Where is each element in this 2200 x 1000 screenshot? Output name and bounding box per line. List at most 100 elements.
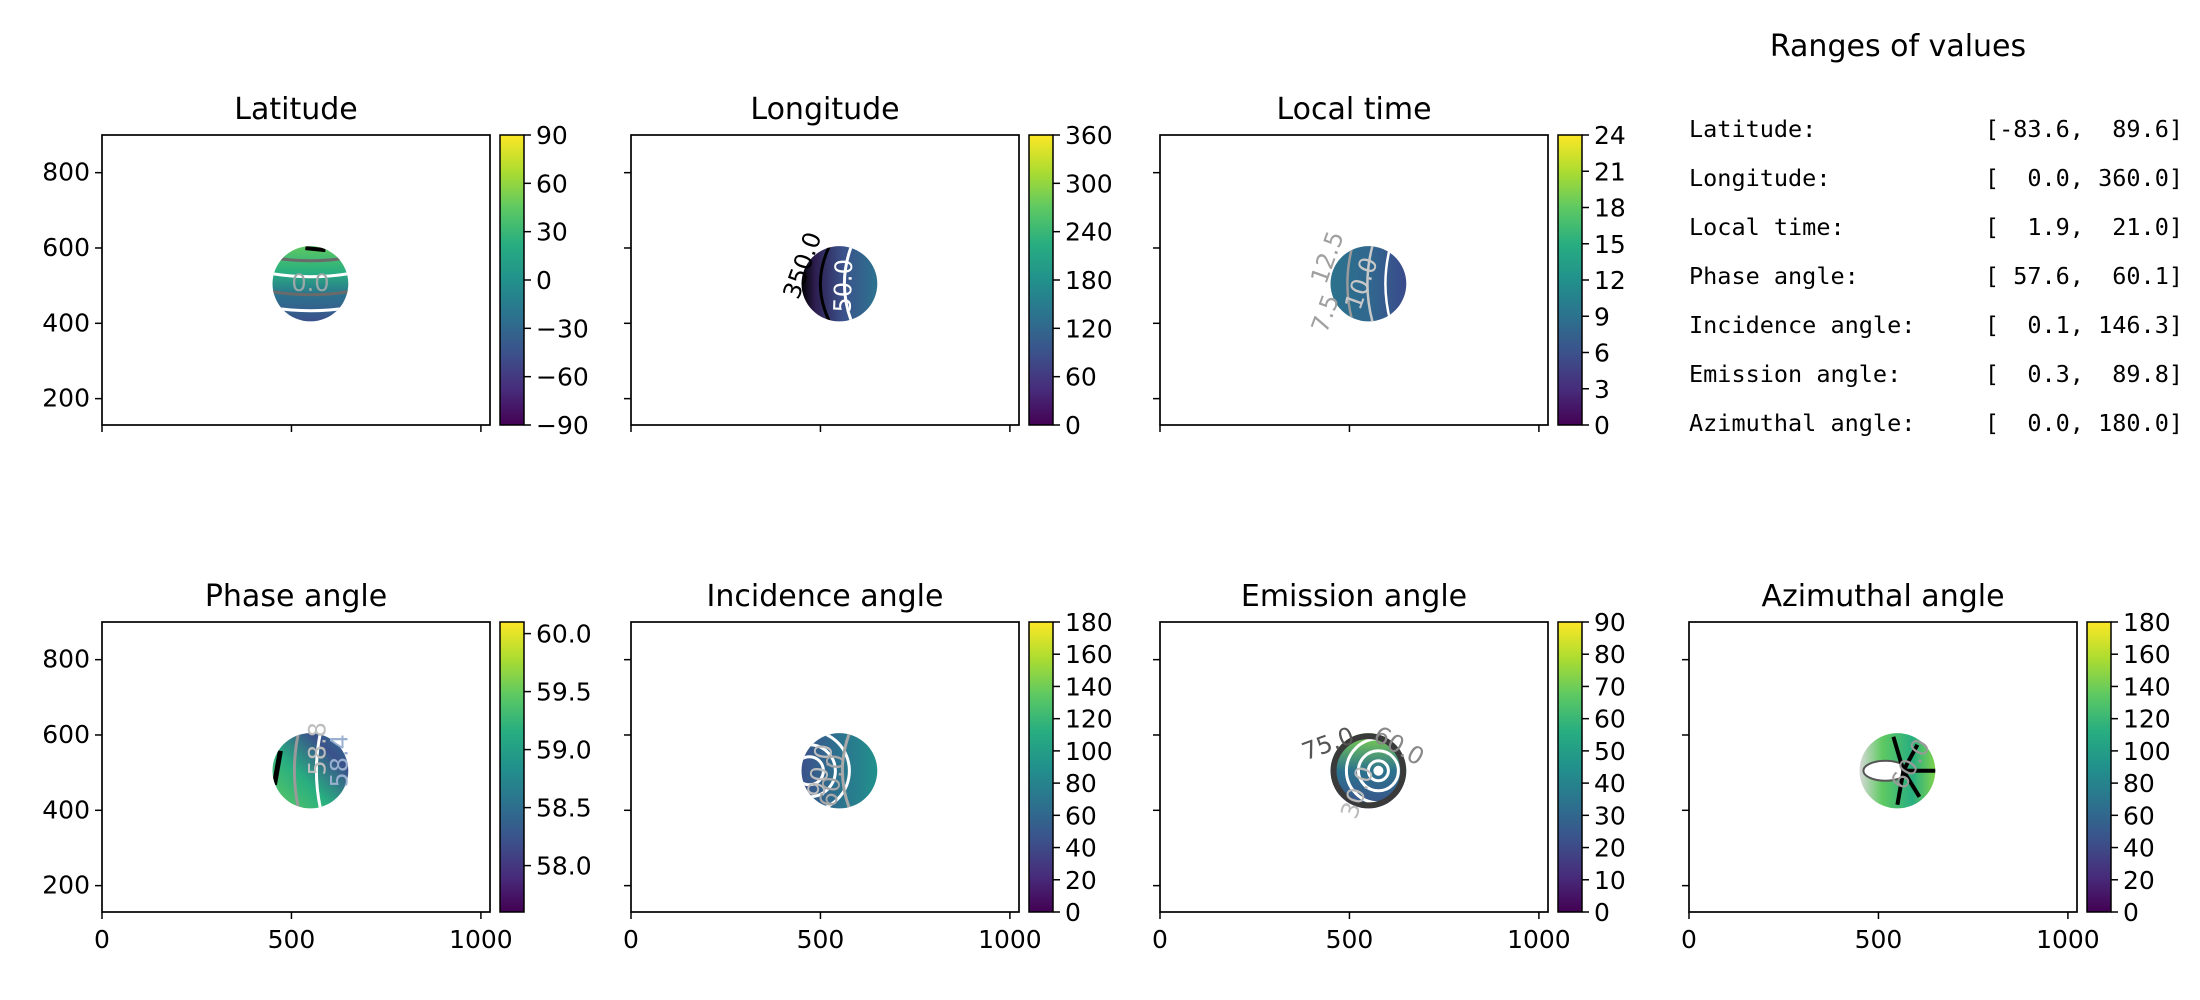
colorbar-tick-label: 18 (1594, 194, 1626, 223)
colorbar-tick-label: 120 (2123, 705, 2171, 734)
range-label: Longitude: (1689, 164, 1830, 192)
colorbar-tick-label: 60.0 (536, 620, 592, 649)
range-value: [-83.6, 89.6] (1985, 115, 2183, 143)
x-tick-label: 1000 (2036, 925, 2100, 954)
colorbar-tick-label: 160 (2123, 640, 2171, 669)
colorbar-tick-label: 0 (1065, 898, 1081, 927)
colorbar-tick-label: 40 (2123, 834, 2155, 863)
contour-line (1330, 733, 1407, 809)
range-value: [ 0.0, 360.0] (1985, 164, 2183, 192)
colorbar-tick-label: 70 (1594, 672, 1626, 701)
x-tick-label: 500 (1855, 925, 1903, 954)
colorbar-gradient (1557, 621, 1583, 913)
contour-line (305, 246, 326, 253)
panel-latitude: Latitude 0.0 200 400 600 800 90 60 30 0 −30 −60 −90 (42, 92, 588, 440)
y-tick-label: 200 (42, 384, 90, 413)
colorbar-tick-label: 15 (1594, 230, 1626, 259)
planet-disc (272, 246, 349, 322)
axes-frame (101, 134, 491, 426)
colorbar-gradient (1028, 134, 1054, 426)
panel-title: Incidence angle (707, 579, 944, 614)
range-label: Local time: (1689, 213, 1845, 241)
range-value: [ 0.1, 146.3] (1985, 311, 2183, 339)
colorbar-tick-label: 300 (1065, 169, 1113, 198)
colorbar-tick-label: 0 (1594, 898, 1610, 927)
colorbar-tick-label: 59.5 (536, 678, 592, 707)
range-value: [ 1.9, 21.0] (1985, 213, 2183, 241)
axes-frame (1159, 134, 1549, 426)
contour-line (1384, 246, 1392, 322)
colorbar: 180 160 140 120 100 80 60 40 20 0 (1028, 608, 1113, 927)
colorbar-tick-label: 90 (1594, 608, 1626, 637)
colorbar: 24 21 18 15 12 9 6 3 0 (1557, 121, 1626, 440)
contour-label: 58.4 (325, 734, 353, 787)
contour-label: 50.0 (828, 259, 858, 313)
contour-line (1366, 246, 1374, 322)
colorbar-tick-label: 10 (1594, 866, 1626, 895)
colorbar-gradient (499, 134, 525, 426)
y-tick-label: 600 (42, 233, 90, 262)
contour-line (314, 733, 322, 809)
ranges-panel: Ranges of values Latitude: [-83.6, 89.6] L… (1689, 29, 2183, 437)
range-value: [ 0.3, 89.8] (1985, 360, 2183, 388)
colorbar-tick-label: 40 (1065, 834, 1097, 863)
colorbar-tick-label: 120 (1065, 314, 1113, 343)
colorbar-tick-label: 60 (1594, 705, 1626, 734)
colorbar: 60.0 59.5 59.0 58.5 58.0 (499, 620, 592, 913)
range-label: Phase angle: (1689, 262, 1859, 290)
colorbar-tick-label: 240 (1065, 218, 1113, 247)
range-label: Azimuthal angle: (1689, 409, 1915, 437)
colorbar: 90 60 30 0 −30 −60 −90 (499, 121, 589, 440)
colorbar-tick-label: 90 (536, 121, 568, 150)
x-tick-label: 500 (1326, 925, 1374, 954)
y-tick-label: 800 (42, 158, 90, 187)
colorbar-tick-label: 50 (1594, 737, 1626, 766)
colorbar-tick-label: 12 (1594, 266, 1626, 295)
colorbar-tick-label: 30 (1594, 801, 1626, 830)
colorbar-tick-label: −60 (536, 363, 589, 392)
y-tick-label: 400 (42, 308, 90, 337)
range-value: [ 0.0, 180.0] (1985, 409, 2183, 437)
contour-line (1891, 736, 1906, 772)
colorbar-tick-label: 80 (1594, 640, 1626, 669)
contour-lines (819, 246, 853, 322)
planet-disc (801, 246, 878, 322)
contour-line (801, 733, 851, 809)
colorbar-tick-label: 0 (536, 266, 552, 295)
x-tick-label: 0 (94, 925, 110, 954)
contour-line (840, 733, 851, 809)
colorbar-tick-label: 80 (2123, 769, 2155, 798)
y-tick-label: 600 (42, 720, 90, 749)
contour-line (1901, 769, 1922, 798)
y-tick-label: 200 (42, 871, 90, 900)
colorbar-tick-label: 60 (2123, 801, 2155, 830)
range-label: Latitude: (1689, 115, 1816, 143)
colorbar-tick-label: 3 (1594, 375, 1610, 404)
colorbar-tick-label: 20 (1065, 866, 1097, 895)
contour-label: 58.8 (303, 722, 331, 775)
x-tick-label: 500 (268, 925, 316, 954)
colorbar-tick-label: 20 (1594, 834, 1626, 863)
colorbar-gradient (1028, 621, 1054, 913)
contour-line (1356, 749, 1400, 793)
colorbar-tick-label: 59.0 (536, 736, 592, 765)
colorbar-tick-label: 9 (1594, 302, 1610, 331)
colorbar-tick-label: 58.0 (536, 852, 592, 881)
colorbar-gradient (2086, 621, 2112, 913)
axes-frame (1688, 621, 2078, 913)
y-tick-label: 400 (42, 795, 90, 824)
contour-lines (272, 733, 322, 809)
panel-title: Emission angle (1241, 579, 1467, 614)
colorbar-tick-label: 140 (1065, 672, 1113, 701)
planet-disc (801, 733, 878, 809)
x-tick-label: 500 (797, 925, 845, 954)
contour-line (1366, 759, 1390, 783)
colorbar-tick-label: 140 (2123, 672, 2171, 701)
colorbar-tick-label: 80 (1065, 769, 1097, 798)
